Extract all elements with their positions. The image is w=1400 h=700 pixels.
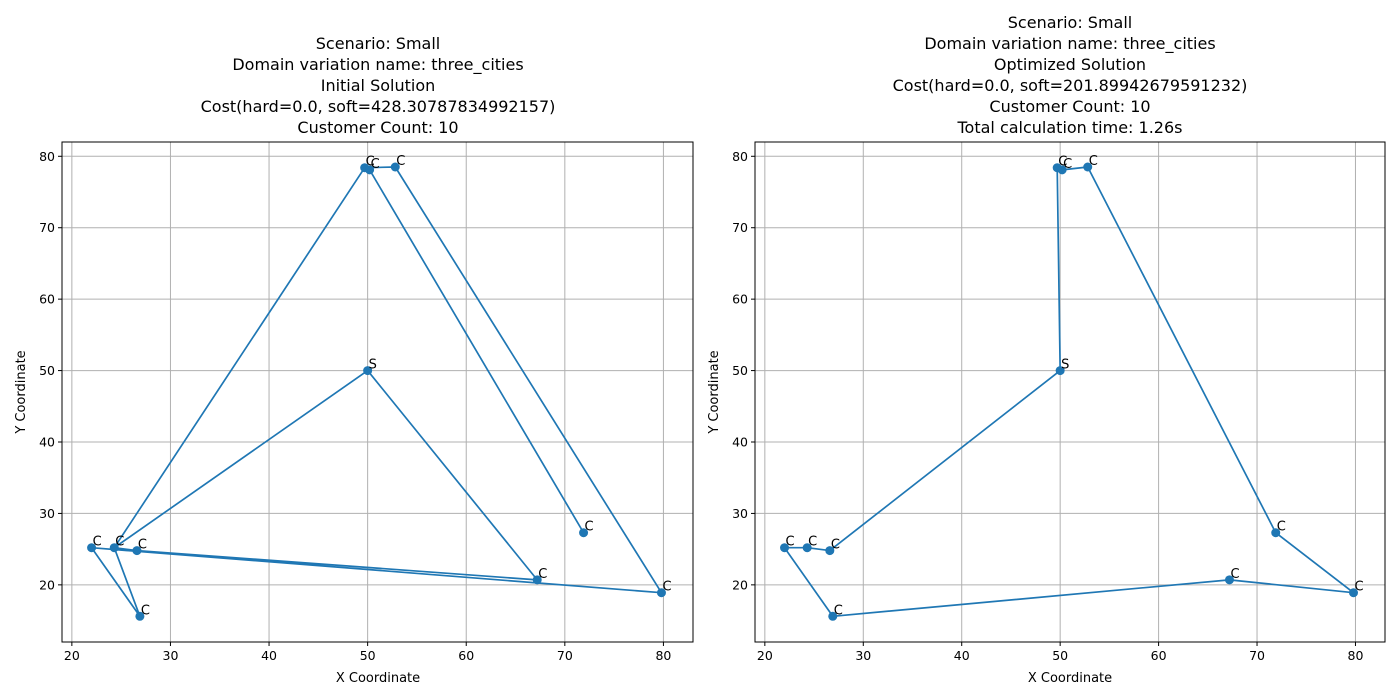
optimized-x-axis-label: X Coordinate	[1028, 671, 1112, 686]
initial-x-axis-label: X Coordinate	[336, 671, 420, 686]
optimized-point-label: C	[831, 538, 840, 553]
initial-x-tick-label: 40	[261, 648, 277, 663]
optimized-point-label: C	[808, 535, 817, 550]
optimized-point-marker	[1271, 528, 1281, 538]
optimized-point-label: S	[1061, 358, 1069, 373]
initial-point-marker	[365, 165, 375, 175]
optimized-x-tick-label: 80	[1348, 648, 1364, 663]
initial-point-label: C	[585, 520, 594, 535]
optimized-tick-labels: 20 30 40 50 60 70 80 20 30 40 50 60 70 80	[732, 149, 1363, 663]
initial-x-tick-label: 50	[360, 648, 376, 663]
optimized-x-tick-label: 70	[1249, 648, 1265, 663]
initial-y-tick-label: 50	[39, 363, 55, 378]
optimized-point-marker	[802, 543, 812, 553]
optimized-y-tick-label: 20	[732, 577, 748, 592]
initial-y-tick-label: 30	[39, 506, 55, 521]
initial-point-label: C	[662, 580, 671, 595]
optimized-y-tick-label: 70	[732, 220, 748, 235]
initial-point-label: C	[93, 535, 102, 550]
initial-x-tick-label: 20	[64, 648, 80, 663]
initial-y-tick-label: 70	[39, 220, 55, 235]
initial-y-tick-label: 20	[39, 577, 55, 592]
optimized-point-label: C	[786, 535, 795, 550]
optimized-point-marker	[1224, 575, 1234, 585]
initial-point-label: C	[138, 538, 147, 553]
optimized-x-tick-label: 60	[1151, 648, 1167, 663]
optimized-y-tick-label: 80	[732, 149, 748, 164]
initial-point-marker	[87, 543, 97, 553]
initial-y-tick-label: 40	[39, 435, 55, 450]
optimized-title-line-4: Cost(hard=0.0, soft=201.89942679591232)	[893, 76, 1248, 95]
optimized-point-label: C	[1089, 154, 1098, 169]
initial-point-label: C	[366, 155, 375, 170]
optimized-point-marker	[780, 543, 790, 553]
optimized-markers	[780, 162, 1358, 621]
initial-grid	[62, 142, 693, 642]
optimized-solution-panel: Scenario: Small Domain variation name: t…	[707, 13, 1386, 686]
initial-title-line-2: Domain variation name: three_cities	[232, 55, 523, 75]
initial-markers	[87, 162, 666, 621]
initial-y-tick-label: 60	[39, 292, 55, 307]
optimized-x-tick-label: 50	[1052, 648, 1068, 663]
initial-solution-panel: Scenario: Small Domain variation name: t…	[14, 34, 694, 686]
initial-point-marker	[390, 162, 400, 172]
optimized-point-label: C	[834, 603, 843, 618]
optimized-title-line-2: Domain variation name: three_cities	[924, 34, 1215, 54]
initial-point-marker	[132, 546, 142, 556]
initial-x-tick-label: 80	[655, 648, 671, 663]
initial-point-label: C	[396, 154, 405, 169]
initial-plot-frame	[61, 141, 694, 643]
optimized-point-label: C	[1063, 157, 1072, 172]
initial-point-marker	[109, 543, 119, 553]
optimized-point-label: C	[1355, 580, 1364, 595]
initial-point-label: C	[115, 535, 124, 550]
initial-x-tick-label: 60	[458, 648, 474, 663]
optimized-point-marker	[828, 611, 838, 621]
initial-point-marker	[532, 575, 542, 585]
initial-title-line-3: Initial Solution	[321, 76, 436, 95]
initial-y-axis-label: Y Coordinate	[14, 350, 29, 434]
optimized-x-tick-label: 20	[757, 648, 773, 663]
initial-title-line-1: Scenario: Small	[316, 34, 440, 53]
optimized-y-tick-label: 40	[732, 435, 748, 450]
initial-point-marker	[579, 528, 589, 538]
optimized-y-axis-label: Y Coordinate	[707, 350, 722, 434]
initial-point-marker	[656, 588, 666, 598]
optimized-y-tick-label: 30	[732, 506, 748, 521]
optimized-point-marker	[825, 546, 835, 556]
initial-y-tick-label: 80	[39, 149, 55, 164]
optimized-title-line-1: Scenario: Small	[1008, 13, 1132, 32]
initial-x-tick-label: 30	[163, 648, 179, 663]
initial-point-label: C	[141, 603, 150, 618]
optimized-point-marker	[1057, 165, 1067, 175]
initial-title-line-4: Cost(hard=0.0, soft=428.30787834992157)	[201, 97, 556, 116]
optimized-plot-frame	[754, 141, 1386, 643]
initial-tick-labels: 20 30 40 50 60 70 80 20 30 40 50 60 70 80	[39, 149, 671, 663]
optimized-grid	[755, 142, 1385, 642]
optimized-title-line-5: Customer Count: 10	[989, 97, 1150, 116]
optimized-title-line-6: Total calculation time: 1.26s	[956, 118, 1182, 137]
optimized-point-label: C	[1058, 155, 1067, 170]
initial-point-marker	[363, 366, 373, 376]
optimized-x-tick-label: 30	[855, 648, 871, 663]
optimized-y-tick-label: 60	[732, 292, 748, 307]
optimized-x-tick-label: 40	[954, 648, 970, 663]
optimized-title-line-3: Optimized Solution	[994, 55, 1146, 74]
optimized-point-label: C	[1230, 567, 1239, 582]
optimized-point-marker	[1055, 366, 1065, 376]
initial-point-marker	[135, 611, 145, 621]
initial-point-label: C	[371, 157, 380, 172]
initial-point-label: C	[538, 567, 547, 582]
initial-x-tick-label: 70	[557, 648, 573, 663]
optimized-point-marker	[1349, 588, 1358, 598]
optimized-point-label: C	[1277, 520, 1286, 535]
optimized-y-tick-label: 50	[732, 363, 748, 378]
initial-point-label: S	[369, 358, 377, 373]
initial-title-line-5: Customer Count: 10	[297, 118, 458, 137]
optimized-point-marker	[1083, 162, 1093, 172]
